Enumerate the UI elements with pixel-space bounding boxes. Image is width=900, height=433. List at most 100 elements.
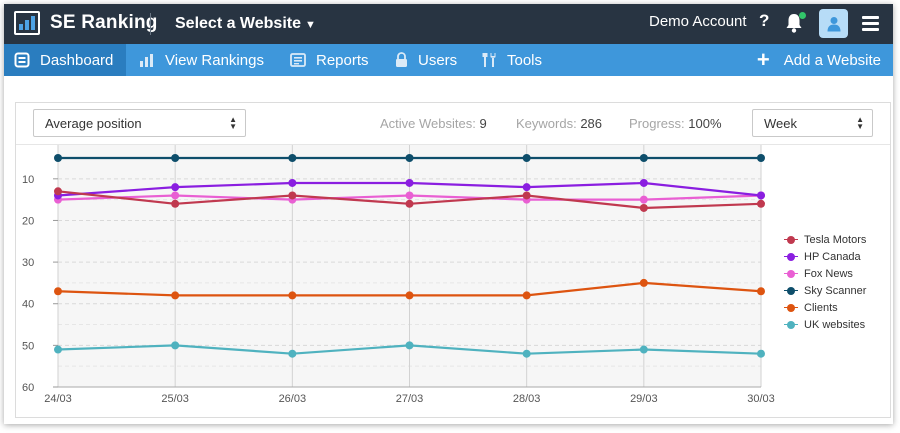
legend-label: Sky Scanner: [804, 284, 867, 297]
tab-view-rankings[interactable]: View Rankings: [139, 44, 264, 76]
caret-down-icon: ▼: [304, 19, 316, 31]
tab-dashboard[interactable]: Dashboard: [4, 44, 126, 76]
nav-bar: Dashboard View Rankings Reports: [4, 44, 893, 76]
period-select-value: Week: [764, 115, 797, 131]
data-point[interactable]: [171, 199, 180, 208]
progress-value: 100%: [688, 116, 722, 131]
tab-users[interactable]: Users: [395, 44, 457, 76]
menu-icon[interactable]: [862, 16, 879, 31]
y-tick-label: 40: [22, 299, 34, 311]
data-point[interactable]: [54, 287, 62, 296]
tab-label: View Rankings: [165, 51, 264, 69]
data-point[interactable]: [405, 154, 414, 162]
period-select[interactable]: Week ▲ ▼: [752, 109, 873, 137]
x-tick-label: 30/03: [747, 393, 775, 405]
y-tick-label: 20: [22, 215, 34, 227]
data-point[interactable]: [639, 278, 648, 287]
top-bar: SE Ranking Select a Website ▼ Demo Accoun…: [4, 4, 893, 44]
brand-name: SE Ranking: [50, 12, 158, 33]
metric-select[interactable]: Average position ▲ ▼: [33, 109, 246, 137]
report-icon: [290, 53, 306, 67]
tab-reports[interactable]: Reports: [290, 44, 369, 76]
data-point[interactable]: [405, 191, 414, 200]
data-point[interactable]: [288, 291, 297, 300]
data-point[interactable]: [405, 341, 414, 350]
legend-label: Fox News: [804, 267, 853, 280]
data-point[interactable]: [288, 191, 297, 200]
user-icon: [827, 16, 840, 31]
legend-item[interactable]: HP Canada: [784, 248, 866, 265]
lock-icon: [396, 52, 407, 67]
data-point[interactable]: [171, 341, 180, 350]
data-point[interactable]: [757, 191, 765, 200]
data-point[interactable]: [639, 345, 648, 354]
help-icon[interactable]: ?: [759, 11, 770, 30]
legend-item[interactable]: Sky Scanner: [784, 282, 866, 299]
data-point[interactable]: [522, 154, 531, 162]
data-point[interactable]: [405, 178, 414, 187]
keywords-label: Keywords:: [516, 116, 577, 131]
data-point[interactable]: [522, 183, 531, 192]
data-point[interactable]: [171, 291, 180, 300]
legend-item[interactable]: Tesla Motors: [784, 231, 866, 248]
app-window: SE Ranking Select a Website ▼ Demo Accoun…: [4, 4, 893, 424]
data-point[interactable]: [288, 154, 297, 162]
legend-marker-icon: [784, 303, 798, 312]
tab-label: Dashboard: [40, 51, 114, 69]
chart-area: 10 20 30 40 50 60 24/03 25/03 26/03 27/03 28/03 29/…: [16, 145, 890, 417]
data-point[interactable]: [288, 178, 297, 187]
data-point[interactable]: [171, 191, 180, 200]
data-point[interactable]: [522, 291, 531, 300]
data-point[interactable]: [757, 349, 765, 358]
data-point[interactable]: [54, 187, 62, 196]
dashboard-panel: Average position ▲ ▼ Active Websites: 9 K…: [15, 102, 891, 418]
add-website-label: Add a Website: [783, 51, 881, 69]
data-point[interactable]: [171, 183, 180, 192]
data-point[interactable]: [639, 178, 648, 187]
dashboard-icon: [14, 52, 30, 68]
bar-chart-icon: [140, 54, 153, 67]
x-tick-label: 28/03: [513, 393, 541, 405]
add-website-button[interactable]: + Add a Website: [757, 44, 881, 76]
data-point[interactable]: [522, 191, 531, 200]
legend-marker-icon: [784, 252, 798, 261]
legend-label: Clients: [804, 301, 838, 314]
brand-logo[interactable]: SE Ranking: [14, 11, 158, 35]
y-tick-label: 10: [22, 174, 34, 186]
data-point[interactable]: [522, 349, 531, 358]
account-menu[interactable]: Demo Account: [649, 13, 747, 30]
data-point[interactable]: [639, 154, 648, 162]
data-point[interactable]: [171, 154, 180, 162]
data-point[interactable]: [757, 199, 765, 208]
legend-item[interactable]: Clients: [784, 299, 866, 316]
legend-marker-icon: [784, 286, 798, 295]
notification-bell-icon[interactable]: [785, 12, 806, 34]
data-point[interactable]: [288, 349, 297, 358]
tab-tools[interactable]: Tools: [482, 44, 542, 76]
data-point[interactable]: [757, 287, 765, 296]
tools-icon: [482, 53, 496, 67]
data-point[interactable]: [757, 154, 765, 162]
data-point[interactable]: [405, 199, 414, 208]
tab-label: Tools: [507, 51, 543, 69]
data-point[interactable]: [54, 345, 62, 354]
x-tick-label: 26/03: [279, 393, 307, 405]
legend-marker-icon: [784, 269, 798, 278]
data-point[interactable]: [639, 203, 648, 212]
keywords-value: 286: [580, 116, 603, 131]
y-tick-label: 60: [22, 382, 34, 394]
x-tick-label: 27/03: [396, 393, 424, 405]
data-point[interactable]: [54, 154, 62, 162]
progress-label: Progress:: [629, 116, 685, 131]
tab-label: Users: [418, 51, 458, 69]
data-point[interactable]: [405, 291, 414, 300]
avatar[interactable]: [819, 9, 848, 38]
legend-item[interactable]: UK websites: [784, 316, 866, 333]
website-select[interactable]: Select a Website ▼: [175, 15, 316, 33]
chart-toolbar: Average position ▲ ▼ Active Websites: 9 K…: [16, 103, 890, 145]
legend-marker-icon: [784, 320, 798, 329]
legend-item[interactable]: Fox News: [784, 265, 866, 282]
divider: [150, 13, 151, 35]
select-arrows-icon: ▲ ▼: [229, 115, 237, 131]
data-point[interactable]: [639, 195, 648, 204]
